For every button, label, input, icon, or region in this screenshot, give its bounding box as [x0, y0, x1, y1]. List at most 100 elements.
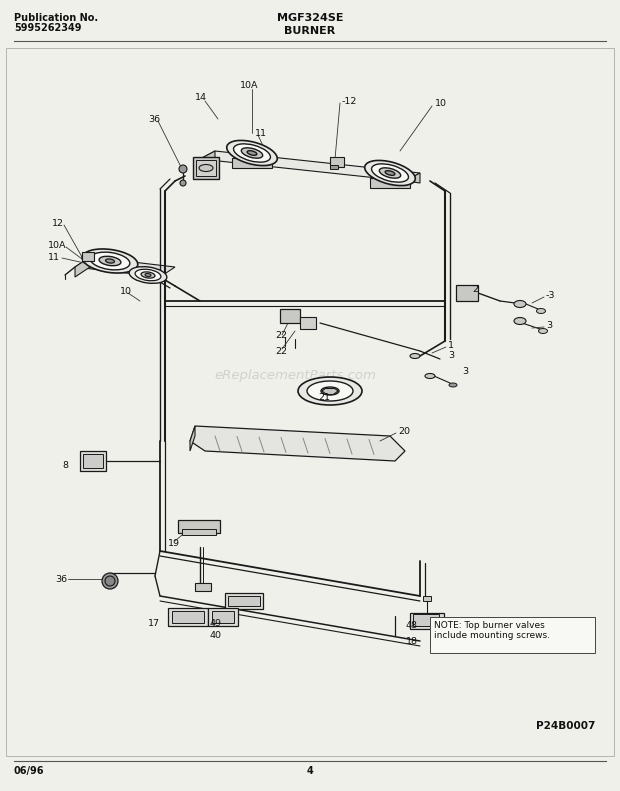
Polygon shape: [405, 173, 420, 183]
Text: 22: 22: [275, 331, 287, 340]
Ellipse shape: [135, 269, 161, 281]
Ellipse shape: [410, 354, 420, 358]
Bar: [208, 608, 238, 626]
Ellipse shape: [385, 171, 395, 176]
Text: 12: 12: [52, 218, 64, 228]
Text: -12: -12: [342, 97, 357, 105]
Text: 40: 40: [210, 631, 222, 641]
Ellipse shape: [241, 148, 263, 158]
Bar: [196, 160, 216, 176]
Text: 48: 48: [406, 622, 418, 630]
Ellipse shape: [145, 274, 151, 277]
Ellipse shape: [105, 259, 115, 263]
Ellipse shape: [425, 373, 435, 379]
Circle shape: [105, 576, 115, 586]
Text: NOTE: Top burner valves
include mounting screws.: NOTE: Top burner valves include mounting…: [434, 621, 550, 641]
Text: 20: 20: [398, 426, 410, 436]
Bar: [178, 520, 220, 533]
Ellipse shape: [371, 164, 409, 182]
Bar: [300, 317, 316, 329]
Ellipse shape: [298, 377, 362, 405]
Text: 10: 10: [435, 99, 447, 108]
Ellipse shape: [321, 387, 339, 395]
Text: Publication No.: Publication No.: [14, 13, 98, 23]
Bar: [330, 165, 338, 169]
Circle shape: [102, 573, 118, 589]
Text: 4: 4: [307, 766, 313, 776]
Polygon shape: [75, 257, 90, 277]
Circle shape: [180, 180, 186, 186]
Text: 21: 21: [318, 392, 330, 402]
Ellipse shape: [82, 249, 138, 273]
Text: -3: -3: [546, 292, 556, 301]
Bar: [280, 309, 300, 323]
Polygon shape: [190, 426, 405, 461]
Text: 3: 3: [448, 350, 454, 359]
Bar: [6, 48, 614, 756]
Bar: [168, 608, 208, 626]
Ellipse shape: [514, 301, 526, 308]
Ellipse shape: [129, 267, 167, 283]
Circle shape: [179, 165, 187, 173]
Bar: [423, 596, 431, 601]
Text: 36: 36: [55, 574, 67, 584]
Bar: [212, 611, 234, 623]
Bar: [195, 583, 211, 591]
Text: eReplacementParts.com: eReplacementParts.com: [214, 369, 376, 383]
Text: 36: 36: [148, 115, 160, 123]
Text: 3: 3: [462, 366, 468, 376]
Bar: [228, 596, 260, 606]
Bar: [82, 252, 94, 261]
Text: 5995262349: 5995262349: [14, 23, 81, 33]
Bar: [413, 614, 439, 626]
Bar: [456, 285, 478, 301]
Text: 11: 11: [48, 252, 60, 262]
Text: 3: 3: [546, 321, 552, 331]
Polygon shape: [200, 151, 420, 181]
Text: 06/96: 06/96: [14, 766, 45, 776]
Ellipse shape: [199, 165, 213, 172]
Text: 10: 10: [120, 286, 132, 296]
Text: 10A: 10A: [48, 240, 66, 249]
Text: 1: 1: [448, 342, 454, 350]
Polygon shape: [370, 178, 410, 188]
Polygon shape: [200, 151, 215, 169]
Ellipse shape: [99, 256, 121, 266]
Text: 22: 22: [275, 346, 287, 355]
Text: 18: 18: [406, 637, 418, 645]
Bar: [193, 157, 219, 179]
Ellipse shape: [90, 252, 130, 270]
Ellipse shape: [536, 308, 546, 313]
Ellipse shape: [234, 144, 270, 162]
Bar: [430, 617, 595, 653]
Text: 10A: 10A: [240, 81, 259, 89]
Text: MGF324SE: MGF324SE: [277, 13, 343, 23]
Ellipse shape: [247, 150, 257, 155]
Text: 11: 11: [255, 128, 267, 138]
Ellipse shape: [539, 328, 547, 334]
Bar: [330, 157, 344, 167]
Ellipse shape: [141, 272, 155, 278]
Bar: [172, 611, 204, 623]
Text: 19: 19: [168, 539, 180, 547]
Bar: [182, 529, 216, 535]
Bar: [225, 593, 263, 609]
Text: 2: 2: [472, 285, 478, 293]
Ellipse shape: [227, 141, 277, 165]
Text: 14: 14: [195, 93, 207, 101]
Ellipse shape: [307, 381, 353, 401]
Polygon shape: [190, 426, 195, 451]
Text: 8: 8: [62, 460, 68, 470]
Ellipse shape: [379, 168, 401, 178]
Ellipse shape: [449, 383, 457, 387]
Ellipse shape: [514, 317, 526, 324]
Bar: [80, 451, 106, 471]
Bar: [83, 454, 103, 468]
Text: 49: 49: [210, 619, 222, 627]
Polygon shape: [75, 257, 175, 277]
Text: P24B0007: P24B0007: [536, 721, 595, 731]
Bar: [410, 613, 444, 629]
Polygon shape: [232, 158, 272, 168]
Text: BURNER: BURNER: [285, 26, 335, 36]
Text: 17: 17: [148, 619, 160, 627]
